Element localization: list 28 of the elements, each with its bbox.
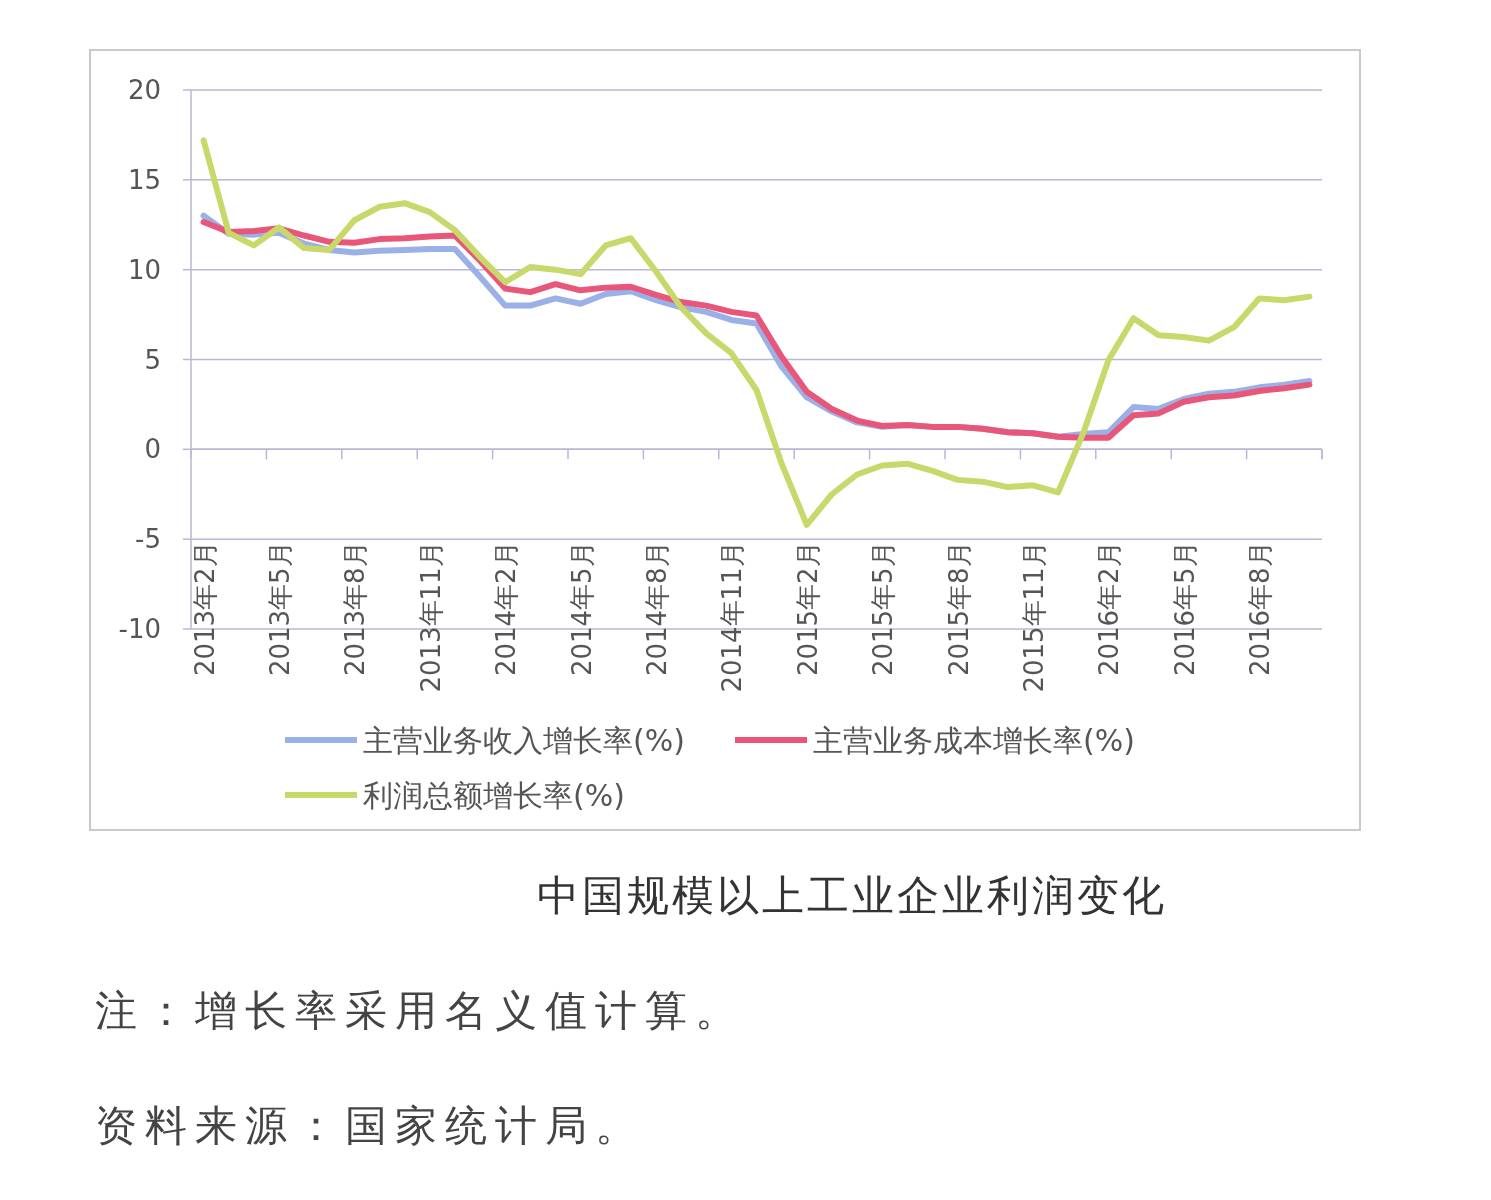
x-tick-label: 2013年2月 [189, 541, 220, 677]
y-tick-label: -10 [118, 614, 161, 644]
text: 资料来源：国家统计局。 [95, 1101, 645, 1150]
x-tick-label: 2013年8月 [340, 541, 371, 677]
y-tick-label: 10 [127, 254, 161, 285]
x-tick-label: 2013年11月 [415, 541, 446, 693]
x-tick-label: 2014年11月 [717, 541, 748, 693]
y-tick-label: 0 [144, 434, 161, 465]
x-tick-label: 2015年11月 [1018, 541, 1049, 693]
y-tick-label: 15 [127, 164, 161, 195]
legend-label: 主营业务成本增长率(%) [813, 723, 1135, 758]
x-tick-label: 2014年5月 [566, 541, 597, 677]
x-tick-label: 2015年2月 [792, 541, 823, 677]
text: 中国规模以上工业企业利润变化 [537, 871, 1167, 920]
x-tick-label: 2016年2月 [1094, 541, 1125, 677]
legend-label: 利润总额增长率(%) [363, 778, 625, 813]
x-tick-label: 2014年2月 [491, 541, 522, 677]
y-tick-label: 5 [144, 344, 161, 375]
x-tick-label: 2016年5月 [1169, 541, 1200, 677]
legend-label: 主营业务收入增长率(%) [363, 723, 685, 758]
x-tick-label: 2013年5月 [264, 541, 295, 677]
y-tick-label: -5 [135, 524, 161, 555]
text: 注：增长率采用名义值计算。 [95, 986, 745, 1035]
x-tick-label: 2015年5月 [868, 541, 899, 677]
x-tick-label: 2014年8月 [641, 541, 672, 677]
x-tick-label: 2016年8月 [1245, 541, 1276, 677]
y-tick-label: 20 [127, 75, 161, 105]
x-tick-label: 2015年8月 [943, 541, 974, 677]
